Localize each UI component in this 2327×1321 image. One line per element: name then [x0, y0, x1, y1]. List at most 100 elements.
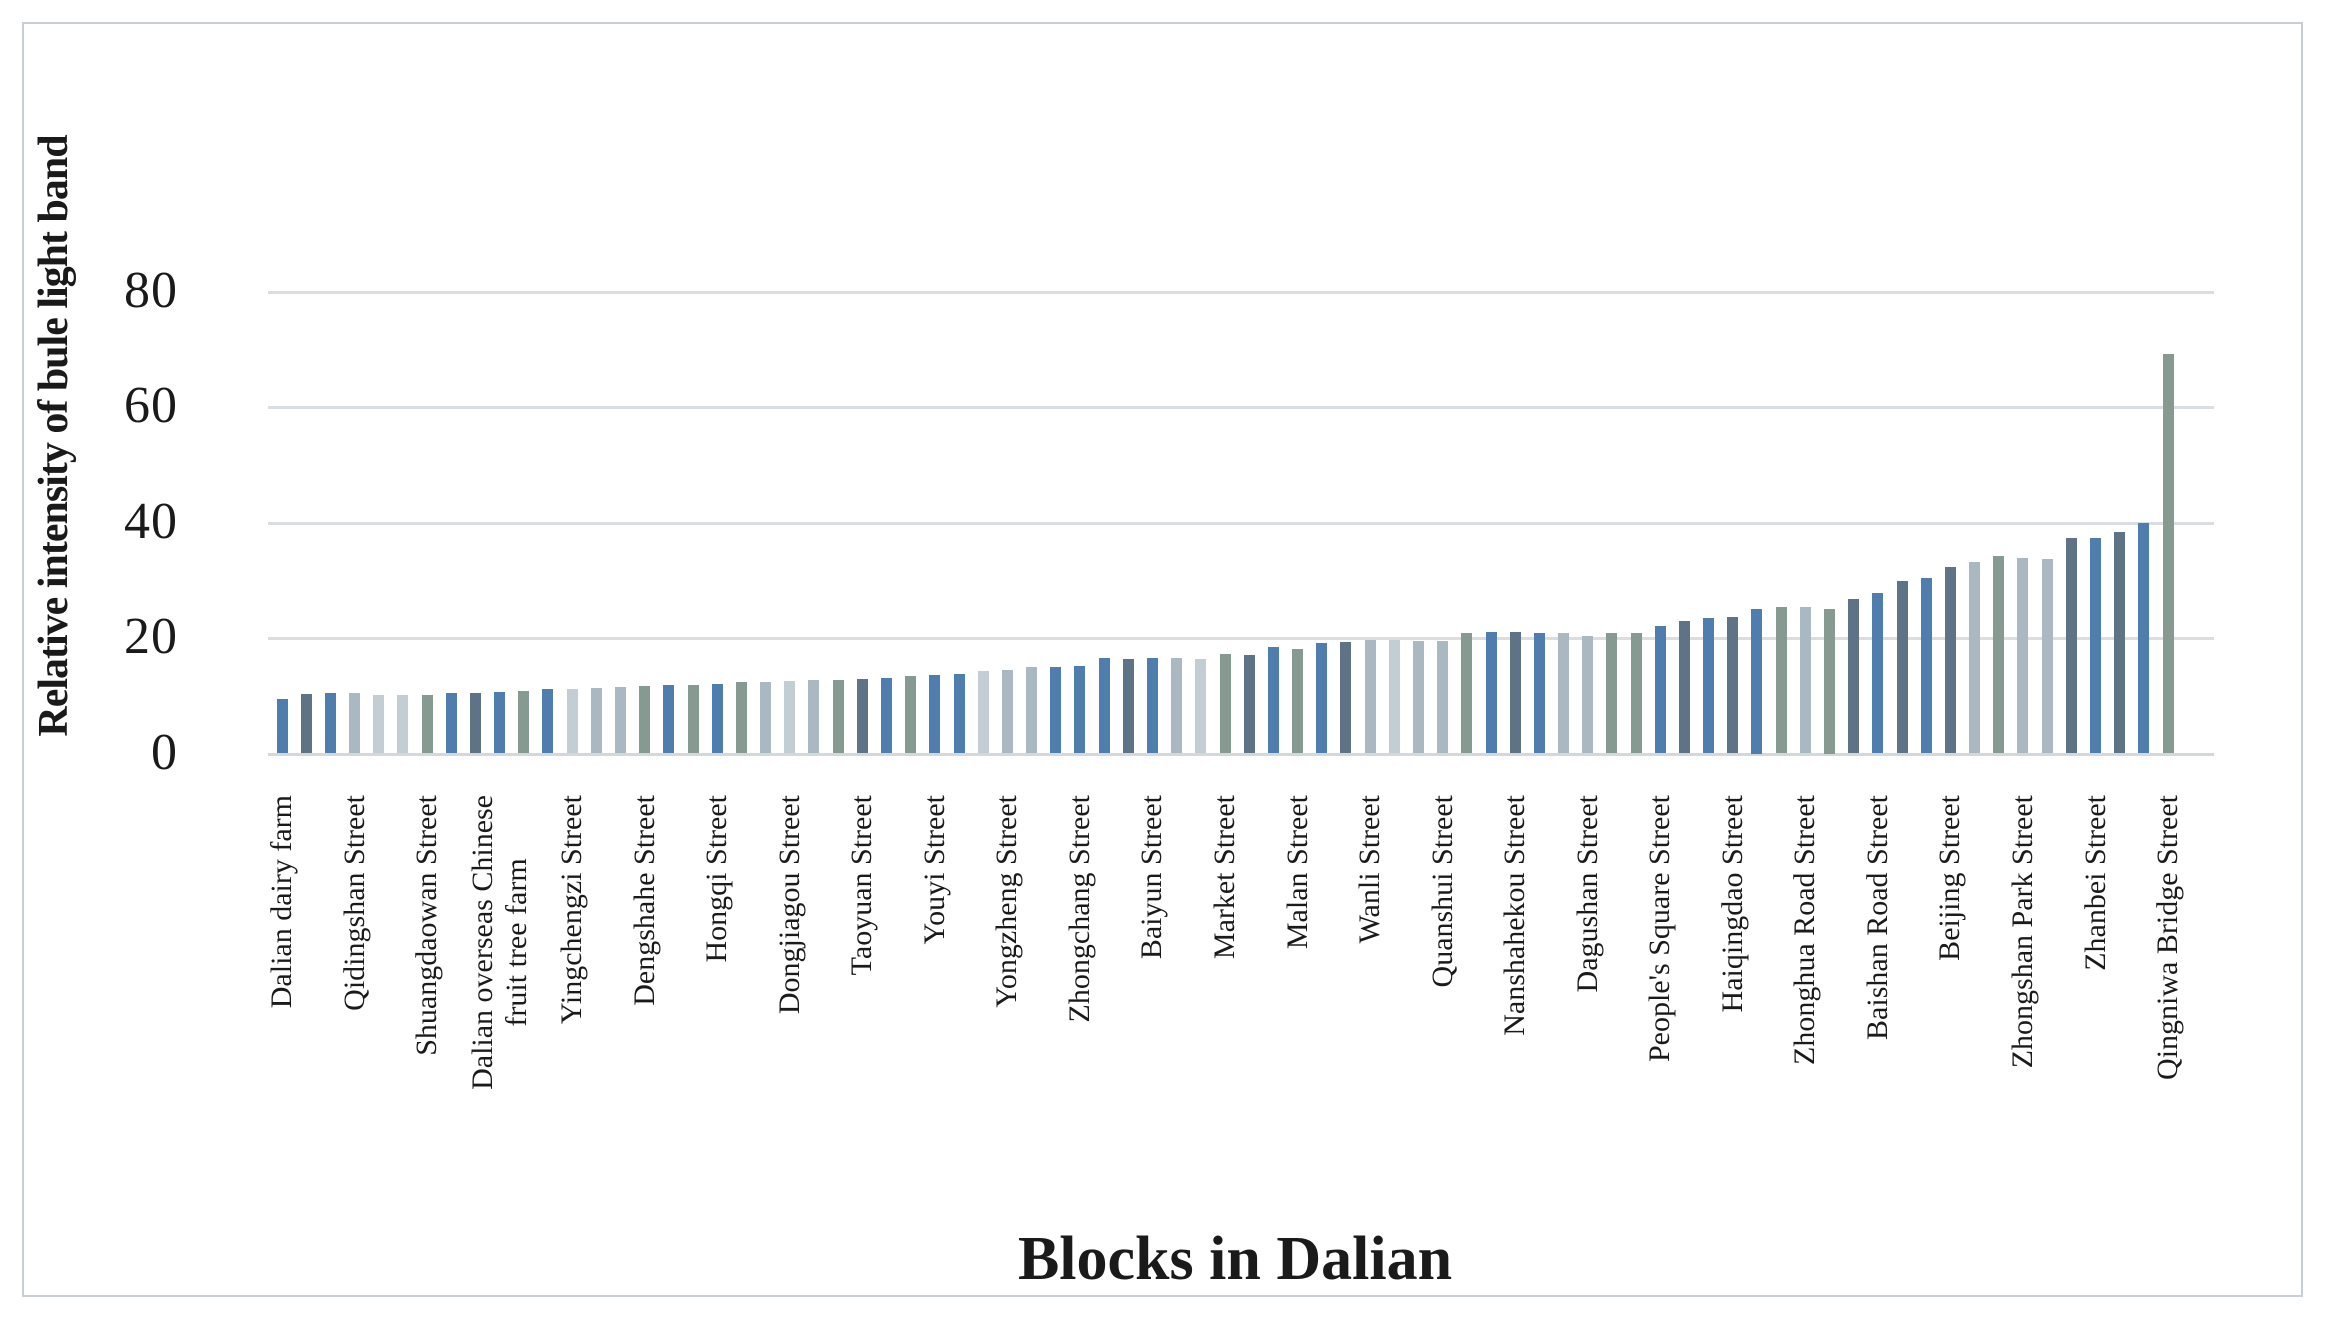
bar: [1727, 617, 1738, 753]
bar: [1776, 607, 1787, 753]
y-tick-label: 80: [124, 262, 178, 319]
bar: [1848, 599, 1859, 753]
x-axis-line: [268, 753, 2214, 756]
bar: [1993, 556, 2004, 753]
x-tick-label: Zhonghua Road Street: [1788, 795, 1821, 1065]
bar: [1099, 658, 1110, 753]
x-tick-label: Zhongchang Street: [1063, 795, 1096, 1023]
bar: [2138, 523, 2149, 753]
bar: [712, 684, 723, 753]
bar: [833, 680, 844, 753]
bar: [349, 693, 360, 753]
bar: [325, 693, 336, 753]
x-tick-label: Dagushan Street: [1571, 795, 1604, 993]
bar: [1026, 667, 1037, 753]
bar: [954, 674, 965, 753]
x-tick-label: Dongjiagou Street: [773, 795, 806, 1015]
x-tick-label: Qidingshan Street: [338, 795, 371, 1011]
x-tick-label: Baishan Road Street: [1861, 795, 1894, 1040]
bar: [1244, 655, 1255, 753]
x-tick-label: Hongqi Street: [700, 795, 733, 963]
bar: [1268, 647, 1279, 753]
bar: [1195, 659, 1206, 753]
x-tick-label: Market Street: [1208, 795, 1241, 960]
y-tick-label: 20: [124, 608, 178, 665]
bar: [518, 691, 529, 753]
bar: [470, 693, 481, 753]
x-tick-label: Haiqingdao Street: [1716, 795, 1749, 1013]
gridline: [268, 406, 2214, 409]
x-tick-label: Quanshui Street: [1426, 795, 1459, 988]
bar: [446, 693, 457, 753]
bar: [1147, 658, 1158, 753]
bar: [1171, 658, 1182, 753]
bar: [1002, 670, 1013, 753]
bar: [567, 689, 578, 753]
bar: [978, 671, 989, 753]
bar: [1631, 633, 1642, 753]
gridline: [268, 522, 2214, 525]
bar: [881, 678, 892, 753]
x-tick-label: Nanshahekou Street: [1498, 795, 1531, 1036]
bar: [494, 692, 505, 753]
bar: [2066, 538, 2077, 753]
bar: [1220, 654, 1231, 753]
x-tick-label: Zhongshan Park Street: [2006, 795, 2039, 1069]
bar: [1897, 581, 1908, 753]
bar: [373, 695, 384, 753]
x-tick-label: People's Square Street: [1643, 795, 1676, 1063]
bar: [1824, 609, 1835, 754]
x-axis-title: Blocks in Dalian: [1017, 1225, 1453, 1293]
bar: [1340, 642, 1351, 753]
bar: [397, 695, 408, 753]
bar: [736, 682, 747, 753]
bar: [1486, 632, 1497, 753]
bar: [2017, 558, 2028, 753]
bar: [591, 688, 602, 753]
x-tick-label: Malan Street: [1281, 795, 1314, 950]
bar: [1050, 667, 1061, 753]
y-tick-label: 60: [124, 377, 178, 434]
bar: [2090, 538, 2101, 753]
bar: [1389, 640, 1400, 753]
bar: [760, 682, 771, 753]
bar: [1413, 641, 1424, 753]
bar: [1074, 666, 1085, 753]
x-tick-label: Yingchengzi Street: [555, 795, 588, 1025]
bar: [1461, 633, 1472, 753]
x-tick-label: Youyi Street: [918, 795, 951, 945]
bar: [905, 676, 916, 753]
gridline: [268, 637, 2214, 640]
gridline: [268, 291, 2214, 294]
bar: [1800, 607, 1811, 753]
bar: [784, 681, 795, 753]
x-tick-label: Shuangdaowan Street: [410, 795, 443, 1056]
x-tick-label: Beijing Street: [1933, 795, 1966, 961]
bar: [1558, 633, 1569, 753]
bar: [2042, 559, 2053, 753]
bar: [857, 679, 868, 753]
x-tick-label: Wanli Street: [1353, 795, 1386, 944]
bar: [1534, 633, 1545, 753]
x-tick-label: Dalian dairy farm: [265, 795, 298, 1009]
bar: [2114, 532, 2125, 753]
x-tick-label: Qingniwa Bridge Street: [2151, 795, 2184, 1080]
y-tick-label: 40: [124, 493, 178, 550]
bar: [1872, 593, 1883, 753]
bar: [1679, 621, 1690, 753]
bar: [2163, 354, 2174, 753]
bar: [542, 689, 553, 753]
bar: [639, 686, 650, 753]
bar: [277, 699, 288, 753]
x-tick-label: Dalian overseas Chinese fruit tree farm: [466, 795, 533, 1090]
bar: [1582, 636, 1593, 753]
bar: [1655, 626, 1666, 753]
bar: [1969, 562, 1980, 753]
x-tick-label: Baiyun Street: [1135, 795, 1168, 960]
bar: [1292, 649, 1303, 753]
bar: [1365, 640, 1376, 753]
x-tick-label: Dengshahe Street: [628, 795, 661, 1006]
bar: [1437, 641, 1448, 753]
